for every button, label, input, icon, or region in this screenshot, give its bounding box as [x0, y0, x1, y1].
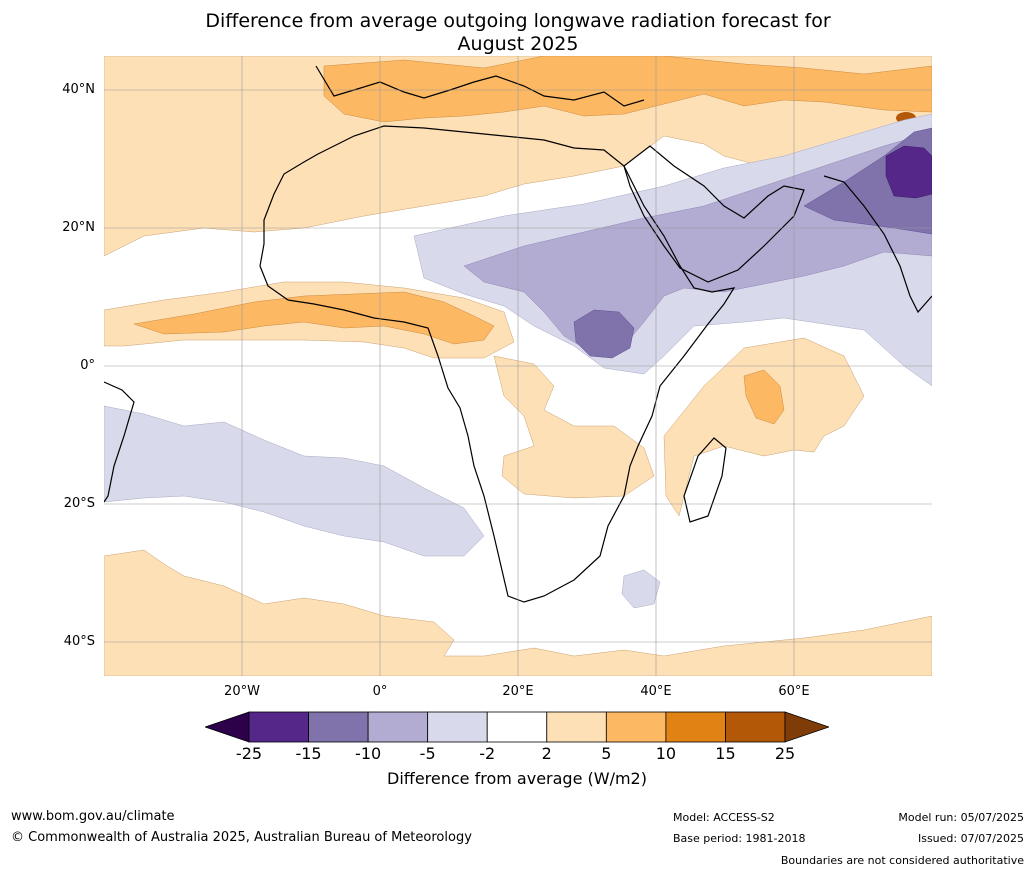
footer-base-period: Base period: 1981-2018 [673, 832, 806, 845]
footer-issued: Issued: 07/07/2025 [917, 832, 1024, 845]
anomaly-map [104, 56, 932, 676]
footer-disclaimer: Boundaries are not considered authoritat… [780, 854, 1024, 867]
lon-label-0: 0° [372, 684, 388, 699]
colorbar-bin [486, 711, 548, 743]
footer-model-run: Model run: 05/07/2025 [898, 811, 1024, 824]
map-panel[interactable] [104, 56, 932, 676]
colorbar-tick-label: -2 [479, 744, 496, 763]
anomaly-region-negative-east-africa [573, 309, 635, 359]
title-line-1: Difference from average outgoing longwav… [205, 10, 831, 32]
colorbar-tick-label: -5 [419, 744, 436, 763]
colorbar-bin [427, 711, 488, 743]
colorbar-tick-label: 2 [541, 744, 552, 763]
coastline-africa [259, 125, 736, 603]
title-line-2: August 2025 [457, 33, 579, 55]
colorbar-bin [665, 711, 726, 743]
anomaly-region-positive-mediterranean [323, 56, 932, 123]
colorbar-extend-high [784, 711, 829, 743]
lat-label-40s: 40°S [63, 634, 95, 649]
colorbar-tick-label: 25 [774, 744, 796, 763]
coastline-arabia [623, 145, 805, 283]
colorbar-extend-low [205, 711, 250, 743]
footer-model: Model: ACCESS-S2 [673, 811, 775, 824]
anomaly-region-negative-central [463, 131, 932, 355]
graticule [104, 56, 932, 676]
footer-copyright: © Commonwealth of Australia 2025, Austra… [11, 830, 472, 845]
colorbar-tick-label: 15 [715, 744, 736, 763]
coastline-europe [315, 65, 645, 107]
lon-label-20w: 20°W [224, 684, 260, 699]
colorbar-tick-label: -15 [295, 744, 322, 763]
colorbar-bin [725, 711, 786, 743]
anomaly-region-positive-south [104, 549, 932, 676]
anomaly-region-negative-south-atlantic [104, 405, 485, 557]
coastline-madagascar [683, 437, 727, 523]
colorbar-tick-label: -10 [355, 744, 382, 763]
colorbar-tick-label: 10 [655, 744, 677, 763]
lat-label-20s: 20°S [63, 496, 95, 511]
coastline-brazil [104, 381, 135, 503]
lon-label-40e: 40°E [640, 684, 672, 699]
colorbar-bin [546, 711, 607, 743]
lon-label-60e: 60°E [778, 684, 810, 699]
colorbar-tick-label: 5 [601, 744, 612, 763]
colorbar-bin [367, 711, 429, 743]
lat-label-0: 0° [80, 358, 95, 373]
lat-label-40n: 40°N [62, 82, 95, 97]
lon-label-20e: 20°E [502, 684, 534, 699]
anomaly-region-positive-indian-ocean [663, 337, 865, 517]
anomaly-region-positive-madagascar-east [743, 369, 785, 425]
chart-title: Difference from average outgoing longwav… [104, 10, 932, 56]
colorbar-tick-label: -25 [235, 744, 263, 763]
colorbar-title: Difference from average (W/m2) [387, 769, 647, 788]
anomaly-region-negative-india-core [885, 145, 932, 199]
lat-label-20n: 20°N [62, 220, 95, 235]
coastline-india [823, 175, 932, 314]
colorbar [205, 711, 829, 743]
anomaly-region-positive-gulf-of-guinea [133, 291, 495, 345]
colorbar-bin [248, 711, 309, 743]
colorbar-bin [308, 711, 369, 743]
colorbar-bin [605, 711, 667, 743]
footer-url: www.bom.gov.au/climate [11, 809, 175, 824]
anomaly-region-negative-south-indian [621, 569, 661, 609]
